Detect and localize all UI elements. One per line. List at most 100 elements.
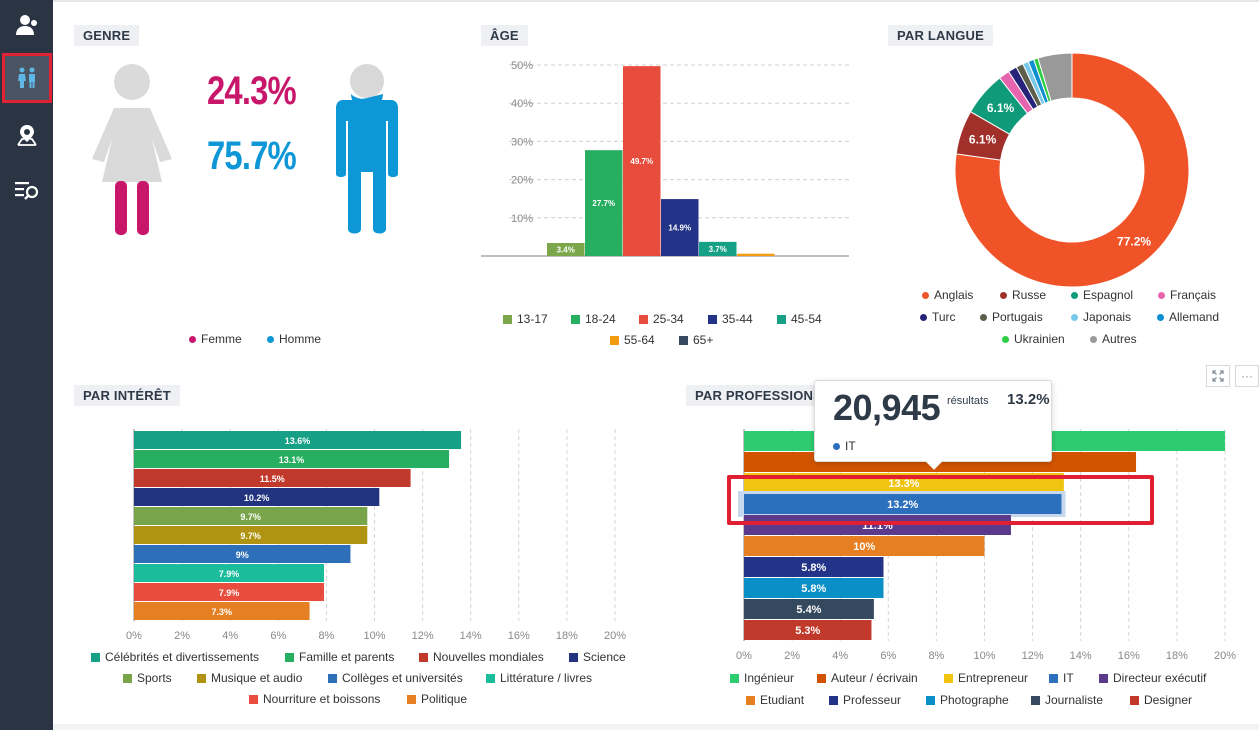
slice-label: 6.1% [987,101,1015,115]
age-chart: 10% 20% 30% 40% 50% 3.4% 27.7% 49.7% 14.9% 3.7% [481,60,849,257]
legend-item-sports[interactable]: Sports [123,671,172,685]
legend-marker [267,335,274,343]
nav-gender[interactable] [2,53,52,103]
bar-55-64-stub [737,254,775,256]
legend-label: Français [1170,288,1217,302]
bar-25-34 [623,66,661,256]
legend-item-turc[interactable]: Turc [920,310,956,324]
legend-item-homme[interactable]: Homme [267,332,321,346]
legend-item-ukrainien[interactable]: Ukrainien [1002,332,1065,346]
legend-item-espagnol[interactable]: Espagnol [1071,288,1133,302]
bar-celebrites-et-divertissements [134,431,462,449]
female-figure-icon [92,64,172,235]
legend-label: Homme [279,332,322,346]
nav-search-list[interactable] [2,165,52,215]
x-tick-label: 16% [508,630,530,642]
data-label: 5.8% [801,583,826,595]
legend-item-professeur[interactable]: Professeur [829,693,901,707]
legend-marker [639,314,648,324]
legend-label: Directeur exécutif [1113,671,1207,685]
legend-item-13-17[interactable]: 13-17 [503,312,548,326]
slice-label: 6.1% [969,132,997,146]
legend-item-russe[interactable]: Russe [1000,288,1046,302]
more-options-button[interactable]: ··· [1235,365,1259,387]
legend-marker [1099,673,1108,683]
legend-item-autres[interactable]: Autres [1090,332,1137,346]
data-label: 11.5% [260,474,285,484]
legend-label: 45-54 [791,312,822,326]
legend-item-anglais[interactable]: Anglais [922,288,973,302]
legend-marker [980,313,987,321]
nav-location[interactable] [2,110,52,160]
x-tick-label: 2% [784,650,800,662]
legend-item-science[interactable]: Science [569,650,626,664]
highlight-box [727,475,1154,525]
x-tick-label: 8% [318,630,334,642]
legend-item-japonais[interactable]: Japonais [1071,310,1131,324]
legend-item-65[interactable]: 65+ [679,333,713,347]
legend-item-nourriture-et-boissons[interactable]: Nourriture et boissons [249,692,380,706]
legend-item-portugais[interactable]: Portugais [980,310,1043,324]
legend-item-allemand[interactable]: Allemand [1157,310,1219,324]
legend-item-musique-et-audio[interactable]: Musique et audio [197,671,302,685]
legend-item-25-34[interactable]: 25-34 [639,312,684,326]
tooltip-series-marker [833,442,840,450]
legend-item-nouvelles-mondiales[interactable]: Nouvelles mondiales [419,650,544,664]
legend-item-politique[interactable]: Politique [407,692,467,706]
legend-label: Etudiant [760,693,805,707]
legend-item-colleges-et-universites[interactable]: Collèges et universités [328,671,463,685]
x-tick-label: 0% [126,630,142,642]
legend-item-45-54[interactable]: 45-54 [777,312,822,326]
legend-item-18-24[interactable]: 18-24 [571,312,616,326]
profession-title: PAR PROFESSIONS [686,385,832,406]
legend-label: Littérature / livres [500,671,593,685]
langue-donut-chart: 77.2% 6.1% 6.1% [954,52,1190,288]
x-tick-label: 4% [832,650,848,662]
legend-item-35-44[interactable]: 35-44 [708,312,753,326]
bar-sports [134,507,368,525]
legend-item-entrepreneur[interactable]: Entrepreneur [944,671,1028,685]
legend-item-journaliste[interactable]: Journaliste [1031,693,1103,707]
legend-label: Musique et audio [211,671,303,685]
legend-item-celebrites-et-divertissements[interactable]: Célébrités et divertissements [91,650,259,664]
legend-item-directeur-executif[interactable]: Directeur exécutif [1099,671,1206,685]
legend-marker [328,673,337,683]
slice-label: 77.2% [1117,234,1151,248]
legend-label: Femme [201,332,242,346]
data-label: 13.6% [285,436,311,446]
data-label: 9.7% [240,512,261,522]
legend-label: IT [1063,671,1074,685]
x-tick-label: 6% [880,650,896,662]
legend-marker [1000,291,1007,299]
female-percentage: 24.3% [207,69,297,113]
data-label: 10.2% [244,493,270,503]
bar-colleges-et-universites [134,545,351,563]
legend-label: 55-64 [624,333,655,347]
legend-item-litterature-livres[interactable]: Littérature / livres [486,671,592,685]
legend-item-femme[interactable]: Femme [189,332,242,346]
legend-marker [1071,291,1078,299]
legend-label: Science [583,650,626,664]
profession-chart: 0% 2% 4% 6% 8% 10% 12% 14% 16% 18% 20%13.3%13.2%11… [736,429,1236,662]
legend-item-55-64[interactable]: 55-64 [610,333,655,347]
legend-label: 25-34 [653,312,684,326]
legend-marker [926,695,935,705]
bar-etudiant [744,536,985,556]
legend-item-designer[interactable]: Designer [1130,693,1192,707]
expand-button[interactable] [1206,365,1230,387]
legend-item-etudiant[interactable]: Etudiant [746,693,804,707]
nav-audience[interactable] [2,0,52,50]
legend-marker [285,652,294,662]
legend-item-famille-et-parents[interactable]: Famille et parents [285,650,394,664]
legend-item-it[interactable]: IT [1049,671,1074,685]
gender-icon [18,67,35,88]
bar-litterature-livres [134,564,324,582]
legend-item-photographe[interactable]: Photographe [926,693,1009,707]
legend-item-auteur-ecrivain[interactable]: Auteur / écrivain [817,671,918,685]
legend-item-ingenieur[interactable]: Ingénieur [730,671,794,685]
bar-it [744,494,1062,514]
data-label: 5.3% [795,625,820,637]
legend-item-francais[interactable]: Français [1158,288,1216,302]
x-tick-label: 14% [1070,650,1092,662]
legend-marker [1071,313,1078,321]
